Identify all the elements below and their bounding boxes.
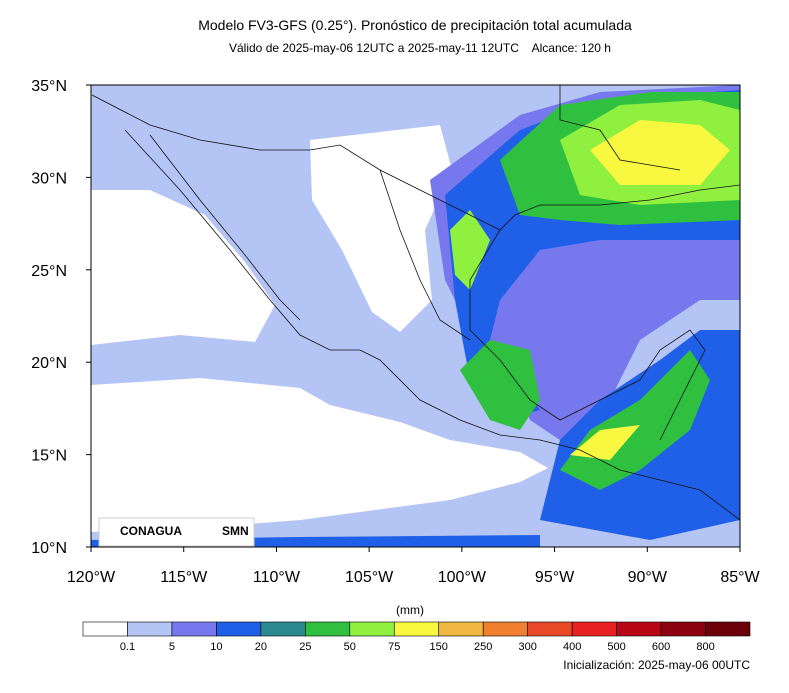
colorbar-swatch xyxy=(482,621,528,637)
lon-tick-label: 115°W xyxy=(160,569,208,586)
colorbar-swatch xyxy=(216,621,262,637)
lat-tick-label: 25°N xyxy=(31,263,67,280)
colorbar-label: 25 xyxy=(299,641,311,653)
colorbar-label: 5 xyxy=(169,641,175,653)
map-frame xyxy=(90,84,741,548)
lon-tick-label: 85°W xyxy=(720,569,760,586)
logo-right: SMN xyxy=(222,524,249,538)
lat-tick-label: 35°N xyxy=(31,78,67,95)
colorbar-label: 20 xyxy=(255,641,267,653)
subtitle: Válido de 2025-may-06 12UTC a 2025-may-1… xyxy=(229,41,611,55)
footer: Inicialización: 2025-may-06 00UTC xyxy=(563,658,750,672)
colorbar-swatch xyxy=(527,621,573,637)
lon-tick-label: 105°W xyxy=(345,569,394,586)
colorbar-label: 800 xyxy=(696,641,714,653)
colorbar-swatch xyxy=(660,621,706,637)
lat-tick-label: 30°N xyxy=(31,170,67,187)
lon-tick-label: 100°W xyxy=(438,569,487,586)
title: Modelo FV3-GFS (0.25°). Pronóstico de pr… xyxy=(198,17,632,33)
colorbar-label: 600 xyxy=(652,641,670,653)
colorbar-label: 10 xyxy=(210,641,222,653)
colorbar-unit: (mm) xyxy=(396,603,424,617)
colorbar-swatch xyxy=(705,621,751,637)
colorbar-swatch xyxy=(305,621,351,637)
colorbar-label: 500 xyxy=(607,641,625,653)
colorbar-swatch xyxy=(260,621,306,637)
colorbar-label: 50 xyxy=(344,641,356,653)
colorbar-label: 75 xyxy=(388,641,400,653)
lat-tick-label: 20°N xyxy=(31,355,67,372)
lat-tick-label: 10°N xyxy=(31,540,67,557)
colorbar-label: 0.1 xyxy=(120,641,135,653)
colorbar-swatch xyxy=(171,621,217,637)
colorbar-swatch xyxy=(82,621,128,637)
colorbar-swatch xyxy=(127,621,173,637)
colorbar-swatch xyxy=(438,621,484,637)
precip-field xyxy=(91,85,740,547)
logo-left: CONAGUA xyxy=(120,524,182,538)
colorbar-swatch xyxy=(349,621,395,637)
lon-tick-label: 90°W xyxy=(628,569,668,586)
lat-tick-label: 15°N xyxy=(31,448,67,465)
lon-tick-label: 110°W xyxy=(253,569,301,586)
colorbar-label: 300 xyxy=(518,641,536,653)
colorbar-label: 150 xyxy=(430,641,448,653)
colorbar-swatch xyxy=(393,621,440,637)
colorbar-label: 400 xyxy=(563,641,581,653)
colorbar-label: 250 xyxy=(474,641,492,653)
colorbar-swatch xyxy=(571,621,617,637)
colorbar-swatch xyxy=(616,621,662,637)
lon-tick-label: 95°W xyxy=(535,569,575,586)
lon-tick-label: 120°W xyxy=(67,569,116,586)
logo-box: CONAGUA SMN xyxy=(98,517,255,547)
